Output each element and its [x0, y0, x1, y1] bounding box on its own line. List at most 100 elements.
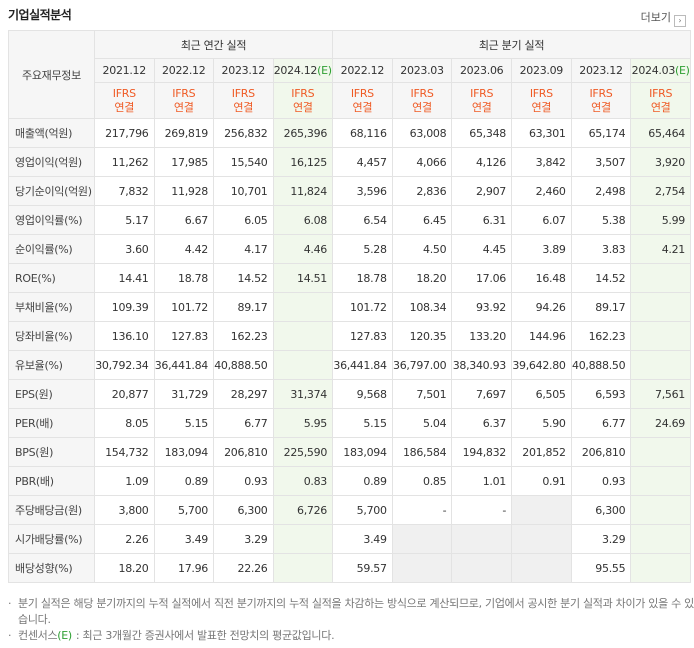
- value-cell: 0.91: [510, 466, 572, 496]
- value-cell: 4.50: [391, 234, 453, 264]
- value-cell: [272, 524, 334, 554]
- period: 2023.12: [221, 64, 266, 77]
- value-cell: 31,374: [272, 379, 334, 409]
- data-row: 부채비율(%) 109.39 101.72 89.17 101.72 108.34 93.9…: [8, 292, 691, 322]
- value-cell: 162.23: [570, 321, 632, 351]
- estimate-mark: (E): [317, 64, 332, 77]
- period-header: 2022.12: [332, 58, 393, 83]
- row-label: 영업이익(억원): [8, 147, 95, 177]
- row-label: 유보율(%): [8, 350, 95, 380]
- value-cell: 3,920: [630, 147, 691, 177]
- row-label: 배당성향(%): [8, 553, 95, 583]
- data-row: 배당성향(%) 18.20 17.96 22.26 59.57 95.55: [8, 553, 691, 583]
- value-cell: 3.29: [213, 524, 274, 554]
- basis: 연결: [412, 100, 432, 114]
- data-row: 시가배당률(%) 2.26 3.49 3.29 3.49 3.29: [8, 524, 691, 554]
- notes: 분기 실적은 해당 분기까지의 누적 실적에서 직전 분기까지의 누적 실적을 …: [8, 596, 694, 644]
- value-cell: 183,094: [332, 437, 393, 467]
- value-cell: 17.96: [153, 553, 214, 583]
- value-cell: 95.55: [570, 553, 632, 583]
- value-cell: 18.20: [391, 263, 453, 293]
- row-label: PBR(배): [8, 466, 95, 496]
- value-cell: 6.54: [332, 205, 393, 235]
- value-cell: 5.15: [153, 408, 214, 438]
- value-cell: 201,852: [510, 437, 572, 467]
- standard-header: IFRS 연결: [272, 82, 334, 119]
- chevron-icon[interactable]: ›: [674, 15, 686, 27]
- value-cell: [272, 321, 334, 351]
- data-row: BPS(원) 154,732 183,094 206,810 225,590 183,09…: [8, 437, 691, 467]
- value-cell: 269,819: [153, 118, 214, 148]
- value-cell: 6,726: [272, 495, 334, 525]
- value-cell: 144.96: [510, 321, 572, 351]
- period-header: 2023.09: [510, 58, 572, 83]
- value-cell: 65,464: [630, 118, 691, 148]
- value-cell: 7,832: [94, 176, 155, 206]
- data-row: 영업이익(억원) 11,262 17,985 15,540 16,125 4,457 4,0…: [8, 147, 691, 177]
- value-cell: 5,700: [332, 495, 393, 525]
- value-cell: 162.23: [213, 321, 274, 351]
- value-cell: 10,701: [213, 176, 274, 206]
- value-cell: 65,348: [451, 118, 512, 148]
- value-cell: 183,094: [153, 437, 214, 467]
- section-title: 기업실적분석: [8, 8, 72, 22]
- standard-header: IFRS 연결: [94, 82, 155, 119]
- value-cell: [272, 350, 334, 380]
- value-cell: 101.72: [332, 292, 393, 322]
- value-cell: 6.08: [272, 205, 334, 235]
- value-cell: 3.89: [510, 234, 572, 264]
- standard: IFRS: [410, 86, 434, 100]
- standard-header: IFRS 연결: [391, 82, 453, 119]
- value-cell: 3,842: [510, 147, 572, 177]
- value-cell: 31,729: [153, 379, 214, 409]
- period: 2022.12: [340, 64, 385, 77]
- value-cell: 108.34: [391, 292, 453, 322]
- estimate-mark: (E): [675, 64, 690, 77]
- period-header: 2024.03(E): [630, 58, 691, 83]
- value-cell: 38,340.93: [451, 350, 512, 380]
- value-cell: 18.78: [153, 263, 214, 293]
- data-row: EPS(원) 20,877 31,729 28,297 31,374 9,568 7,501…: [8, 379, 691, 409]
- value-cell: 4,066: [391, 147, 453, 177]
- value-cell: [272, 553, 334, 583]
- value-cell: 11,928: [153, 176, 214, 206]
- value-cell: 101.72: [153, 292, 214, 322]
- period: 2023.06: [459, 64, 504, 77]
- value-cell: 194,832: [451, 437, 512, 467]
- value-cell: 5.90: [510, 408, 572, 438]
- value-cell: 133.20: [451, 321, 512, 351]
- basis: 연결: [114, 100, 135, 114]
- value-cell: [630, 524, 691, 554]
- value-cell: [630, 350, 691, 380]
- period: 2022.12: [162, 64, 206, 77]
- value-cell: [510, 553, 572, 583]
- row-label: 순이익률(%): [8, 234, 95, 264]
- value-cell: 5.38: [570, 205, 632, 235]
- value-cell: 5.95: [272, 408, 334, 438]
- row-label: 주당배당금(원): [8, 495, 95, 525]
- value-cell: 6.31: [451, 205, 512, 235]
- value-cell: 14.41: [94, 263, 155, 293]
- value-cell: 4.17: [213, 234, 274, 264]
- value-cell: 2,460: [510, 176, 572, 206]
- value-cell: 6.67: [153, 205, 214, 235]
- value-cell: 3,596: [332, 176, 393, 206]
- more-label[interactable]: 더보기: [640, 11, 671, 24]
- value-cell: 3.49: [153, 524, 214, 554]
- value-cell: 59.57: [332, 553, 393, 583]
- value-cell: 2.26: [94, 524, 155, 554]
- value-cell: 6.37: [451, 408, 512, 438]
- value-cell: 154,732: [94, 437, 155, 467]
- period-header: 2022.12: [153, 58, 214, 83]
- note-text: : 최근 3개월간 증권사에서 발표한 전망치의 평균값입니다.: [75, 629, 335, 642]
- value-cell: 22.26: [213, 553, 274, 583]
- value-cell: 3,800: [94, 495, 155, 525]
- value-cell: 3,507: [570, 147, 632, 177]
- row-label: BPS(원): [8, 437, 95, 467]
- header-row: 2021.12 2022.12 2023.12 2024.12(E) 2022.12 20…: [9, 58, 691, 83]
- value-cell: 63,301: [510, 118, 572, 148]
- value-cell: 6.77: [570, 408, 632, 438]
- more-link[interactable]: 더보기 ›: [641, 9, 686, 27]
- value-cell: 40,888.50: [570, 350, 632, 380]
